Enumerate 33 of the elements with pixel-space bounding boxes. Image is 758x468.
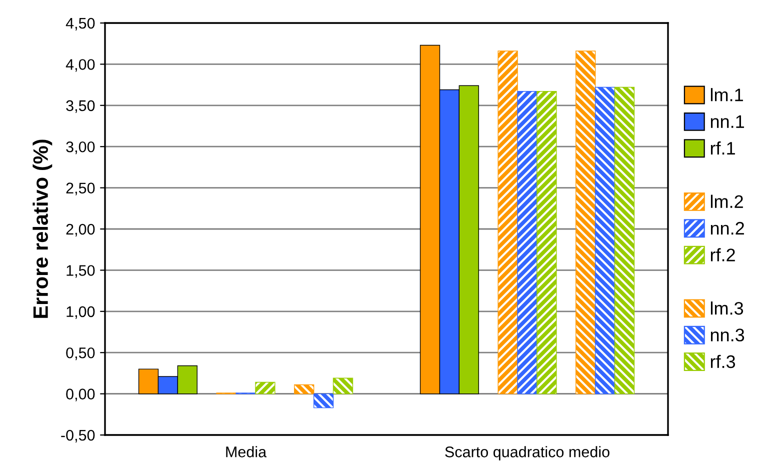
- legend-label: lm.3: [710, 301, 744, 315]
- legend-label: nn.3: [710, 328, 744, 342]
- y-tick-label: 0,50: [66, 347, 95, 360]
- legend-label: rf.2: [710, 248, 735, 262]
- y-tick-label: 4,50: [66, 18, 95, 30]
- y-tick-label: 2,00: [66, 224, 95, 236]
- y-tick-label: 3,00: [66, 141, 95, 154]
- y-tick-label: 3,50: [66, 100, 95, 113]
- bar: [594, 86, 616, 394]
- bar: [536, 91, 557, 394]
- y-tick-label: 0,00: [66, 388, 95, 402]
- bar: [255, 382, 276, 394]
- x-tick-label: Media: [226, 446, 267, 458]
- x-tick-label: Scarto quadratico medio: [445, 446, 610, 460]
- legend-label: rf.3: [710, 354, 736, 368]
- bar: [517, 91, 538, 394]
- bar: [313, 393, 334, 408]
- bar: [576, 50, 596, 394]
- legend-label: rf.1: [710, 141, 735, 154]
- y-tick-label: 1,50: [66, 265, 95, 278]
- y-axis-title: Errore relativo (%): [32, 140, 52, 318]
- y-tick-label: 4,00: [66, 59, 95, 72]
- bar: [614, 86, 635, 394]
- y-tick-label: 1,00: [66, 306, 95, 319]
- legend-label: lm.1: [710, 88, 743, 102]
- bar: [294, 384, 314, 394]
- bar: [332, 378, 354, 394]
- legend-label: nn.2: [710, 222, 744, 235]
- y-tick-label: 2,50: [66, 182, 95, 196]
- legend-label: nn.1: [710, 115, 744, 128]
- legend-label: lm.2: [710, 194, 743, 208]
- y-tick-label: -0,50: [61, 430, 95, 442]
- bar: [498, 50, 518, 394]
